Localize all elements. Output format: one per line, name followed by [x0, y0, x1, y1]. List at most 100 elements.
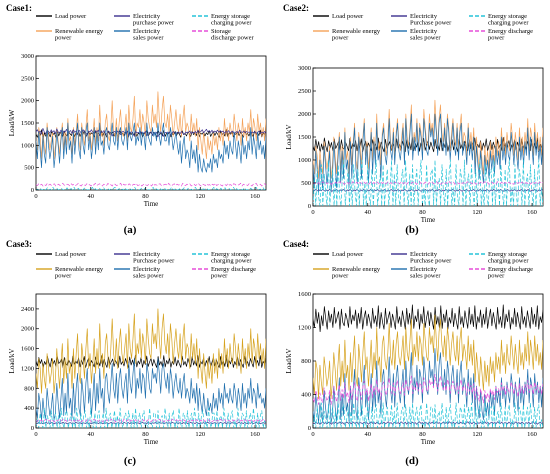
y-tick-label: 1600: [298, 291, 311, 298]
series-line-electricity-sales-power: [313, 348, 543, 424]
y-tick-label: 2000: [21, 98, 34, 105]
x-tick-label: 80: [419, 431, 426, 438]
chart-case1: Case1: Load power Renewable energy power Ele…: [6, 3, 267, 236]
y-tick-label: 500: [301, 180, 311, 187]
legend-label-electricity-sales-power: Electricity sales power: [410, 28, 441, 42]
legend-label-renewable-energy-power: Renewable energy power: [55, 28, 104, 42]
panel-letter: (c): [124, 455, 137, 467]
series-line-energy-storage-charging-power: [36, 407, 266, 428]
legend-label-renewable-energy-power: Renewable energy power: [332, 266, 381, 280]
series-group: [36, 308, 266, 428]
legend-label-renewable-energy-power: Renewable energy power: [55, 266, 104, 280]
y-axis-label: Load/kV: [8, 349, 16, 374]
series-line-renewable-energy-power: [36, 308, 266, 394]
x-axis-label: Time: [144, 438, 159, 446]
series-line-renewable-energy-power: [313, 314, 543, 400]
legend-label-load-power: Load power: [332, 251, 364, 258]
x-tick-label: 0: [34, 193, 37, 200]
x-tick-label: 160: [527, 209, 537, 216]
x-tick-label: 40: [365, 431, 372, 438]
x-axis-label: Time: [144, 200, 159, 208]
y-tick-label: 800: [301, 358, 311, 365]
chart-title: Case4:: [283, 239, 309, 249]
x-tick-label: 160: [250, 431, 260, 438]
legend-label-electricity-sales-power: Electricity sales power: [133, 266, 164, 280]
y-tick-label: 1600: [21, 346, 34, 353]
legend-label-energy-storage-charging-power: Energy storage charging power: [211, 13, 252, 27]
series-line-renewable-energy-power: [313, 99, 543, 179]
series-line-electricity-purchase-power: [36, 128, 266, 138]
y-tick-label: 1200: [298, 325, 311, 332]
y-tick-label: 2500: [21, 75, 34, 82]
chart-case3: Case3: Load power Renewable energy power Ele…: [6, 239, 267, 467]
legend-label-load-power: Load power: [332, 13, 364, 20]
series-line-energy-discharge-power: [313, 181, 543, 185]
chart-case2: Case2: Load power Renewable energy power Ele…: [283, 3, 544, 236]
y-tick-label: 2000: [298, 111, 311, 118]
legend-label-electricity-purchase-power: Electricity Purchase power: [133, 251, 175, 265]
legend-label-load-power: Load power: [55, 13, 87, 20]
y-tick-label: 3000: [21, 53, 34, 60]
panel-letter: (d): [405, 455, 419, 467]
panel-letter: (b): [405, 224, 419, 236]
legend-label-energy-storage-charging-power: Energy storage charging power: [488, 251, 529, 265]
legend-label-energy-discharge-power: Energy discharge power: [488, 28, 533, 42]
chart-title: Case2:: [283, 3, 309, 13]
y-tick-label: 3000: [298, 65, 311, 72]
chart-title: Case1:: [6, 3, 32, 13]
x-axis-label: Time: [421, 438, 436, 446]
chart-case4: Case4: Load power Renewable energy power Ele…: [283, 239, 544, 467]
y-tick-label: 1000: [298, 157, 311, 164]
legend-label-renewable-energy-power: Renewable energy power: [332, 28, 381, 42]
x-tick-label: 120: [195, 431, 205, 438]
legend-label-storage-discharge-power: Storage discharge power: [211, 28, 254, 42]
series-line-electricity-sales-power: [313, 113, 543, 193]
y-tick-label: 800: [24, 385, 34, 392]
series-line-electricity-purchase-power: [313, 421, 543, 425]
legend-label-electricity-purchase-power: Electricity purchase power: [133, 13, 175, 27]
legend-label-energy-storage-charging-power: Energy storage charging power: [211, 251, 252, 265]
series-line-energy-storage-charging-power: [313, 402, 543, 428]
y-tick-label: 2000: [21, 326, 34, 333]
y-axis-label: Load/kW: [8, 109, 16, 136]
series-group: [313, 304, 543, 428]
y-axis-label: Load/kV: [285, 125, 293, 150]
y-tick-label: 1000: [21, 142, 34, 149]
x-tick-label: 40: [88, 193, 95, 200]
y-tick-label: 2400: [21, 306, 34, 313]
x-tick-label: 120: [472, 431, 482, 438]
y-tick-label: 2500: [298, 88, 311, 95]
series-line-electricity-sales-power: [36, 122, 266, 173]
x-tick-label: 40: [88, 431, 95, 438]
legend-label-energy-discharge-power: Energy discharge power: [211, 266, 256, 280]
x-tick-label: 0: [311, 431, 314, 438]
y-tick-label: 0: [31, 425, 34, 432]
legend-label-electricity-sales-power: Electricity sales power: [410, 266, 441, 280]
series-line-energy-storage-charging-power: [313, 159, 543, 206]
series-line-storage-discharge-power: [36, 182, 266, 187]
legend-label-electricity-sales-power: Electricity sales power: [133, 28, 164, 42]
y-tick-label: 400: [301, 392, 311, 399]
legend-label-load-power: Load power: [55, 251, 87, 258]
series-group: [36, 91, 266, 190]
y-tick-label: 1500: [21, 120, 34, 127]
x-tick-label: 0: [34, 431, 37, 438]
chart-title: Case3:: [6, 239, 32, 249]
series-line-energy-storage-charging-power: [36, 186, 266, 190]
y-tick-label: 0: [308, 425, 311, 432]
legend-label-energy-storage-charging-power: Energy storage charging power: [488, 13, 529, 27]
series-group: [313, 99, 543, 206]
x-tick-label: 80: [419, 209, 426, 216]
x-tick-label: 160: [527, 431, 537, 438]
series-line-energy-discharge-power: [36, 418, 266, 423]
y-axis-label: Load/kV: [285, 349, 293, 374]
legend-label-electricity-purchase-power: Electricity Purchase power: [410, 13, 452, 27]
y-tick-label: 0: [31, 187, 34, 194]
y-tick-label: 0: [308, 203, 311, 210]
x-tick-label: 40: [365, 209, 372, 216]
x-tick-label: 160: [250, 193, 260, 200]
x-tick-label: 80: [142, 431, 149, 438]
legend-label-electricity-purchase-power: Electricity Purchase power: [410, 251, 452, 265]
x-axis-label: Time: [421, 216, 436, 224]
